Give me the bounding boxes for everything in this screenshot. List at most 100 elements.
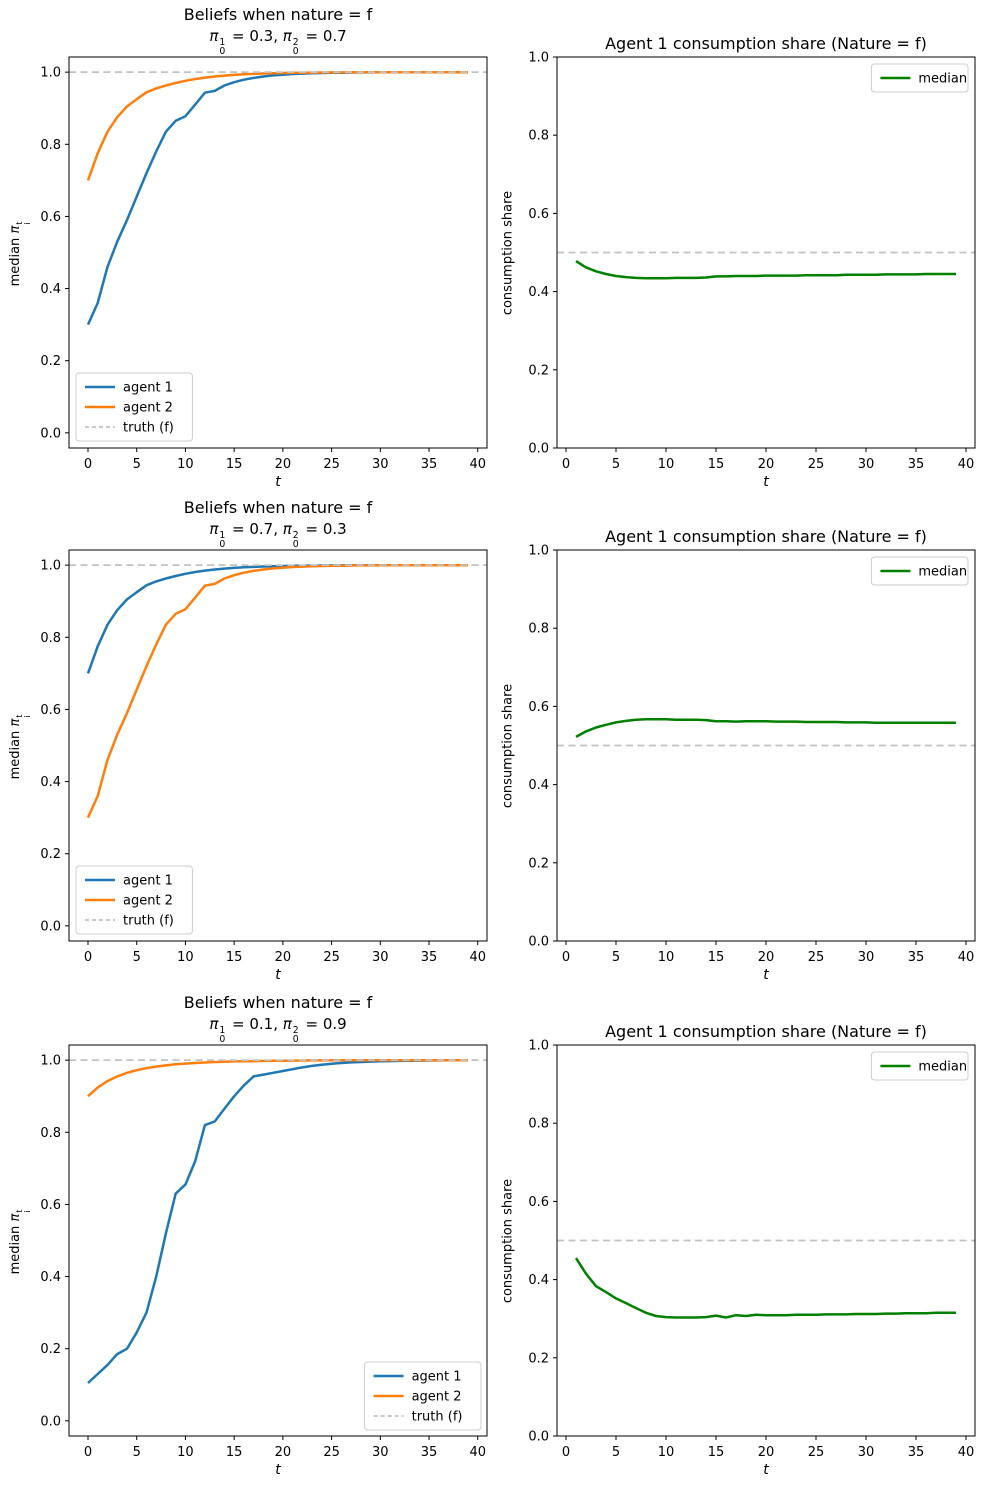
y-tick-label: 0.2 (528, 1351, 549, 1366)
x-tick-label: 0 (562, 950, 570, 965)
y-tick-label: 0.6 (528, 1195, 549, 1210)
y-tick-label: 0.8 (40, 138, 61, 153)
subplot-3: 0 5 10 15 20 25 30 35 40 0.0 0.2 0.4 0.6 0.8 1.0 t agent… (40, 549, 488, 983)
plot-title: Agent 1 consumption share (Nature = f) (605, 1022, 927, 1041)
math-symbol: π (209, 1015, 219, 1033)
y-tick-label: 0.6 (528, 700, 549, 715)
x-tick-label: 25 (323, 950, 340, 965)
y-tick-label: 0.6 (40, 210, 61, 225)
x-tick-label: 15 (708, 1445, 725, 1460)
x-tick-label: 15 (226, 950, 243, 965)
x-tick-label: 15 (226, 1445, 243, 1460)
subplot-5: 0 5 10 15 20 25 30 35 40 0.0 0.2 0.4 0.6 0.8 1.0 t agent… (40, 1044, 488, 1478)
y-tick-label: 0.4 (528, 285, 549, 300)
subplot-4: 0 5 10 15 20 25 30 35 40 0.0 0.2 0.4 0.6 0.8 1.0 t media… (528, 544, 976, 983)
x-tick-label: 35 (908, 457, 925, 472)
x-tick-label: 40 (958, 950, 975, 965)
x-tick-label: 25 (808, 457, 825, 472)
y-tick-label: 0.8 (40, 1126, 61, 1141)
x-tick-label: 30 (372, 1445, 389, 1460)
x-tick-label: 0 (562, 1445, 570, 1460)
y-tick-label: 0.8 (528, 1117, 549, 1132)
legend-box (870, 556, 969, 586)
series-line-agent-2 (87, 1058, 468, 1098)
x-tick-label: 30 (858, 1445, 875, 1460)
subplot-1: 0 5 10 15 20 25 30 35 40 0.0 0.2 0.4 0.6 0.8 1.0 t agent… (40, 56, 488, 490)
legend-label: agent 1 (412, 1370, 462, 1385)
legend-box (75, 372, 193, 442)
legend-label: agent 2 (123, 401, 173, 416)
series-line-median (575, 260, 956, 280)
x-tick-label: 5 (612, 1445, 620, 1460)
x-tick-label: 10 (177, 1445, 194, 1460)
plot-title: Beliefs when nature = f (183, 993, 373, 1012)
y-tick-label: 1.0 (40, 1054, 61, 1069)
subplot-6: 0 5 10 15 20 25 30 35 40 0.0 0.2 0.4 0.6 0.8 1.0 t media… (528, 1039, 976, 1478)
legend-box (870, 1051, 969, 1081)
y-tick-label: 0.0 (528, 935, 549, 950)
x-tick-label: 40 (469, 1445, 486, 1460)
y-tick-label: 0.0 (40, 426, 61, 441)
y-tick-label: 1.0 (528, 51, 549, 66)
plot-frame (68, 549, 488, 942)
x-tick-label: 30 (372, 457, 389, 472)
y-tick-label: 0.4 (40, 282, 61, 297)
y-axis-label: consumption share (500, 683, 516, 808)
x-axis-label: t (275, 967, 281, 983)
x-tick-label: 0 (84, 1445, 92, 1460)
x-tick-label: 20 (758, 950, 775, 965)
y-tick-label: 0.6 (40, 703, 61, 718)
math-symbol: π (7, 1213, 23, 1222)
x-tick-label: 15 (708, 457, 725, 472)
y-tick-label: 0.2 (40, 354, 61, 369)
y-tick-label: 1.0 (528, 1039, 549, 1054)
x-axis-label: t (275, 474, 281, 490)
x-tick-label: 15 (708, 950, 725, 965)
x-tick-label: 40 (469, 950, 486, 965)
x-tick-label: 35 (421, 1445, 438, 1460)
x-tick-label: 5 (612, 457, 620, 472)
legend-label: agent 2 (123, 894, 173, 909)
x-tick-label: 5 (133, 950, 141, 965)
math-symbol: π (7, 225, 23, 234)
series-line-median (575, 718, 956, 738)
y-tick-label: 0.0 (528, 442, 549, 457)
x-tick-label: 20 (275, 457, 292, 472)
legend-label: agent 2 (412, 1390, 462, 1405)
y-tick-label: 0.8 (528, 129, 549, 144)
y-tick-label: 0.4 (40, 1270, 61, 1285)
x-axis-label: t (763, 1462, 769, 1478)
x-tick-label: 30 (858, 950, 875, 965)
x-axis-label: t (275, 1462, 281, 1478)
x-tick-label: 25 (323, 1445, 340, 1460)
plot-frame (68, 56, 488, 449)
y-tick-label: 0.4 (528, 1273, 549, 1288)
y-tick-label: 0.0 (40, 1414, 61, 1429)
x-tick-label: 0 (84, 457, 92, 472)
x-tick-label: 10 (658, 1445, 675, 1460)
x-tick-label: 20 (275, 950, 292, 965)
x-tick-label: 5 (133, 457, 141, 472)
legend-label: truth (f) (123, 421, 174, 436)
x-tick-label: 10 (658, 457, 675, 472)
math-symbol: π (282, 1015, 292, 1033)
plot-title: Beliefs when nature = f (183, 5, 373, 24)
legend-label: agent 1 (123, 381, 173, 396)
x-tick-label: 40 (958, 457, 975, 472)
series-line-agent-1 (86, 563, 468, 674)
plot-title: Agent 1 consumption share (Nature = f) (605, 527, 927, 546)
y-tick-label: 0.6 (40, 1198, 61, 1213)
y-axis-label: consumption share (500, 190, 516, 315)
